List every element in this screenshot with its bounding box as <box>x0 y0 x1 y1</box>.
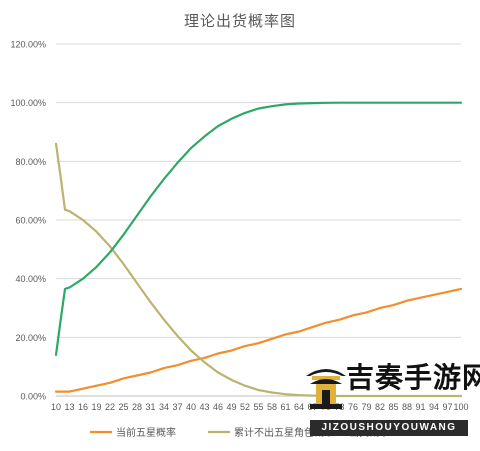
x-tick-label: 16 <box>78 402 88 412</box>
x-tick-label: 46 <box>213 402 223 412</box>
x-tick-label: 34 <box>159 402 169 412</box>
y-tick-label: 20.00% <box>15 333 46 343</box>
x-tick-label: 61 <box>280 402 290 412</box>
x-tick-label: 28 <box>132 402 142 412</box>
x-tick-label: 13 <box>64 402 74 412</box>
legend-label: 当前五星概率 <box>116 426 176 439</box>
x-tick-label: 100 <box>453 402 468 412</box>
x-tick-label: 37 <box>172 402 182 412</box>
chart-title: 理论出货概率图 <box>183 13 296 30</box>
x-tick-label: 88 <box>402 402 412 412</box>
x-tick-label: 97 <box>442 402 452 412</box>
x-tick-label: 58 <box>267 402 277 412</box>
series-line-1 <box>54 287 463 393</box>
x-tick-label: 79 <box>361 402 371 412</box>
x-tick-label: 22 <box>105 402 115 412</box>
x-tick-label: 82 <box>375 402 385 412</box>
series-line-3 <box>54 101 463 356</box>
x-tick-label: 94 <box>429 402 439 412</box>
watermark-brand: 吉奏手游网 <box>346 361 480 394</box>
x-tick-label: 31 <box>145 402 155 412</box>
x-tick-label: 91 <box>415 402 425 412</box>
series-line-2 <box>54 142 463 398</box>
y-tick-label: 120.00% <box>10 40 46 50</box>
x-tick-label: 10 <box>51 402 61 412</box>
y-tick-label: 60.00% <box>15 216 46 226</box>
y-tick-label: 100.00% <box>10 98 46 108</box>
x-tick-label: 55 <box>253 402 263 412</box>
x-tick-label: 64 <box>294 402 304 412</box>
watermark-subtitle: JIZOUSHOUYOUWANG <box>310 420 468 436</box>
x-tick-label: 85 <box>388 402 398 412</box>
x-tick-label: 43 <box>199 402 209 412</box>
x-tick-label: 19 <box>91 402 101 412</box>
y-tick-label: 40.00% <box>15 274 46 284</box>
x-tick-label: 52 <box>240 402 250 412</box>
x-tick-label: 76 <box>348 402 358 412</box>
pagoda-logo-icon <box>306 369 346 409</box>
x-tick-label: 40 <box>186 402 196 412</box>
x-tick-label: 49 <box>226 402 236 412</box>
y-tick-label: 80.00% <box>15 157 46 167</box>
watermark: 吉奏手游网 JIZOUSHOUYOUWANG <box>304 346 480 442</box>
x-tick-label: 25 <box>118 402 128 412</box>
legend-label: 累计不出五星角色概率 <box>234 426 334 439</box>
y-tick-label: 0.00% <box>20 392 46 402</box>
